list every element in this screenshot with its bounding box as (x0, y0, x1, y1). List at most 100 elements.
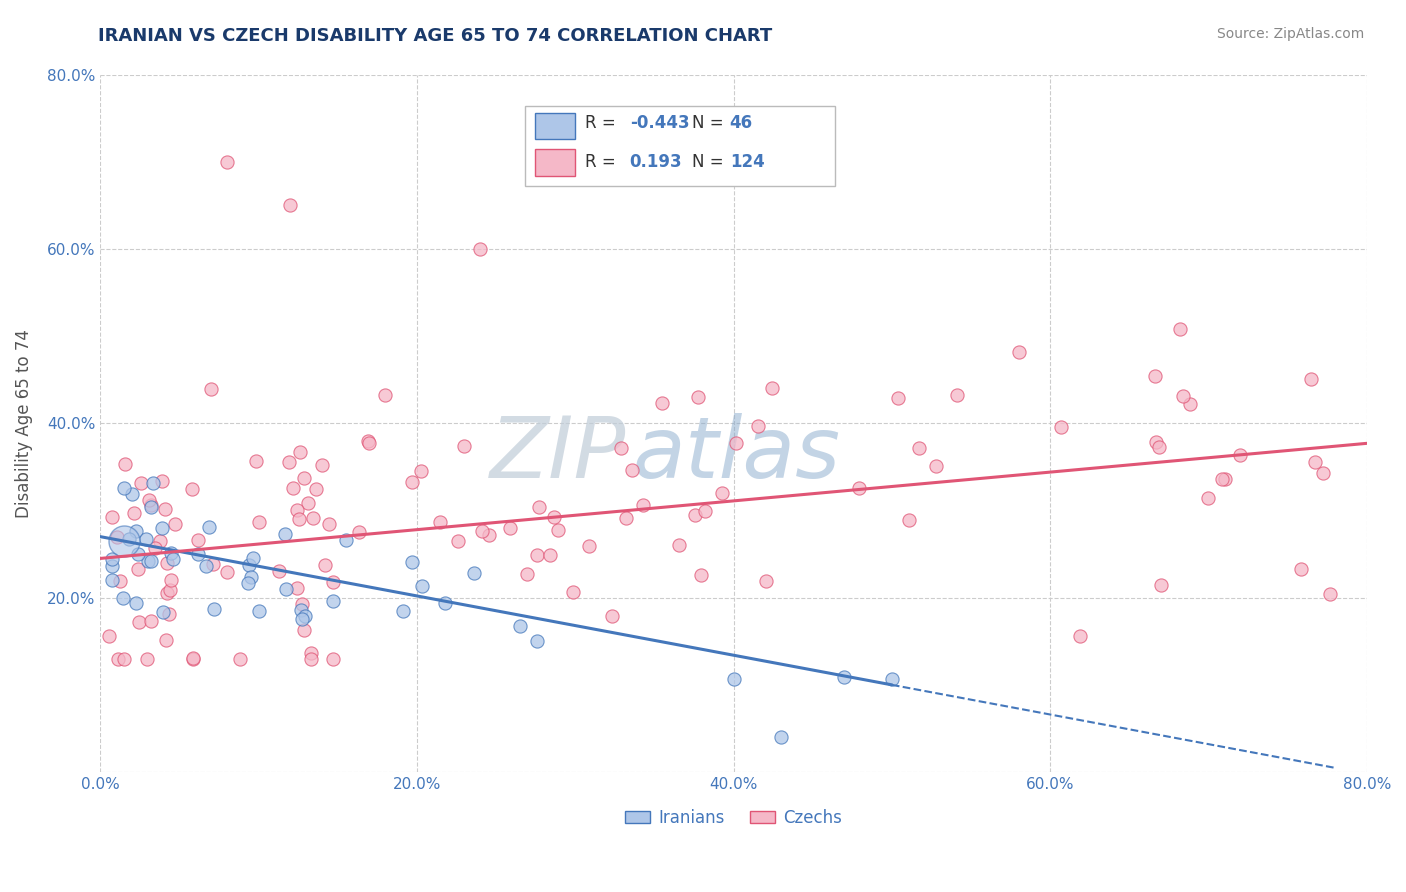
Point (322, 651, 344, 665)
Point (347, 525, 370, 540)
Point (429, 516, 451, 530)
Point (359, 436, 381, 450)
Text: IRANIAN VS CZECH DISABILITY AGE 65 TO 74 CORRELATION CHART: IRANIAN VS CZECH DISABILITY AGE 65 TO 74… (98, 27, 773, 45)
Point (311, 458, 333, 472)
Point (322, 594, 344, 608)
Point (374, 388, 396, 402)
Point (848, 481, 870, 495)
Point (159, 582, 181, 597)
Text: Source: ZipAtlas.com: Source: ZipAtlas.com (1216, 27, 1364, 41)
Point (125, 524, 148, 538)
Bar (534, 113, 575, 139)
Point (229, 651, 252, 665)
Point (392, 604, 415, 618)
Point (925, 458, 948, 473)
Point (1301, 372, 1323, 386)
Point (471, 524, 494, 538)
Point (1229, 448, 1251, 462)
Point (165, 517, 187, 532)
Point (114, 458, 136, 472)
Point (125, 597, 148, 611)
Point (1213, 472, 1236, 486)
Point (547, 523, 569, 537)
Point (434, 596, 457, 610)
Point (187, 547, 209, 561)
Text: R =: R = (585, 153, 621, 170)
Point (112, 651, 135, 665)
Point (285, 503, 308, 517)
Point (453, 439, 475, 453)
Y-axis label: Disability Age 65 to 74: Disability Age 65 to 74 (15, 329, 32, 517)
Point (1143, 368, 1166, 383)
Point (543, 509, 565, 524)
Point (269, 565, 291, 579)
Point (150, 474, 173, 488)
Point (291, 612, 314, 626)
Text: N =: N = (692, 114, 728, 132)
Point (695, 504, 717, 518)
Point (294, 608, 316, 623)
Point (1312, 466, 1334, 480)
Point (299, 651, 322, 665)
Point (149, 534, 172, 549)
Point (187, 533, 209, 548)
Point (278, 198, 301, 212)
Point (202, 601, 225, 615)
Point (898, 513, 921, 527)
Point (299, 646, 322, 660)
Point (578, 539, 600, 553)
Point (1211, 472, 1233, 486)
Point (156, 556, 179, 570)
Point (761, 381, 783, 395)
Point (122, 507, 145, 521)
Point (711, 485, 734, 500)
Point (239, 569, 262, 583)
Point (127, 562, 149, 576)
Point (121, 487, 143, 501)
Point (129, 475, 152, 490)
Point (200, 382, 222, 396)
Point (215, 154, 238, 169)
Point (1069, 629, 1091, 643)
Point (1168, 322, 1191, 336)
Point (690, 567, 713, 582)
Point (150, 521, 173, 535)
Point (538, 548, 561, 562)
Point (314, 558, 336, 573)
Point (409, 464, 432, 478)
Point (288, 511, 311, 525)
Point (136, 554, 159, 568)
Point (335, 533, 357, 548)
Point (101, 552, 124, 566)
Text: 46: 46 (730, 114, 752, 132)
Point (107, 651, 129, 665)
Point (153, 502, 176, 516)
Point (110, 574, 132, 588)
Point (142, 476, 165, 491)
Point (159, 607, 181, 621)
Point (152, 605, 174, 619)
Bar (534, 149, 575, 176)
FancyBboxPatch shape (524, 106, 835, 186)
Point (197, 520, 219, 534)
Point (297, 495, 319, 509)
Point (135, 532, 157, 546)
Point (181, 482, 204, 496)
Point (834, 670, 856, 684)
Point (1178, 396, 1201, 410)
Text: N =: N = (692, 153, 728, 170)
Point (139, 615, 162, 629)
Point (160, 546, 183, 560)
Point (274, 582, 297, 596)
Point (155, 632, 177, 647)
Point (101, 574, 124, 588)
Point (683, 508, 706, 523)
Point (247, 515, 270, 529)
Point (527, 500, 550, 514)
Point (292, 471, 315, 485)
Point (274, 527, 297, 541)
Point (141, 498, 163, 512)
Point (478, 528, 501, 542)
Text: ZIP: ZIP (489, 413, 626, 496)
Point (301, 511, 323, 525)
